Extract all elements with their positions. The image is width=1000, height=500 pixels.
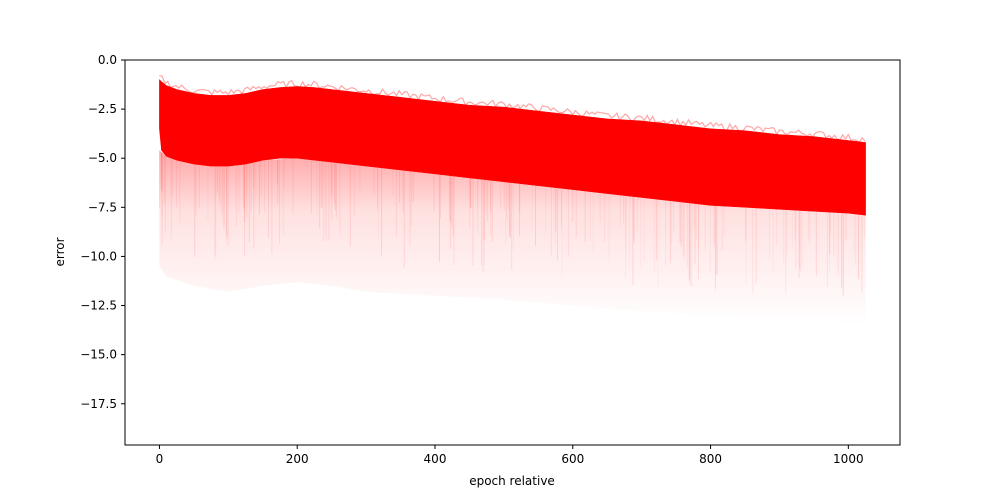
error-tail-band [159, 150, 866, 326]
x-tick-label: 800 [699, 452, 722, 466]
x-tick-label: 400 [424, 452, 447, 466]
x-tick-label: 1000 [833, 452, 864, 466]
y-tick-label: 0.0 [98, 53, 117, 67]
y-tick-label: −12.5 [80, 299, 117, 313]
x-axis: 0 200 400 600 800 1000 [156, 445, 864, 466]
x-tick-label: 600 [561, 452, 584, 466]
error-upper-fringe [159, 74, 866, 144]
error-dense-band [159, 79, 866, 216]
y-tick-label: −17.5 [80, 397, 117, 411]
x-tick-label: 0 [156, 452, 164, 466]
y-tick-label: −15.0 [80, 348, 117, 362]
x-tick-label: 200 [286, 452, 309, 466]
x-axis-label: epoch relative [469, 474, 555, 488]
y-axis-label: error [53, 237, 67, 266]
plot-frame [124, 59, 901, 446]
y-tick-label: −7.5 [88, 200, 117, 214]
tail-streaks [159, 150, 866, 297]
y-tick-label: −5.0 [88, 151, 117, 165]
y-tick-label: −10.0 [80, 249, 117, 263]
y-tick-label: −2.5 [88, 102, 117, 116]
plot-area [159, 74, 866, 326]
y-axis: 0.0 −2.5 −5.0 −7.5 −10.0 −12.5 −15.0 −17.5 [80, 53, 125, 411]
